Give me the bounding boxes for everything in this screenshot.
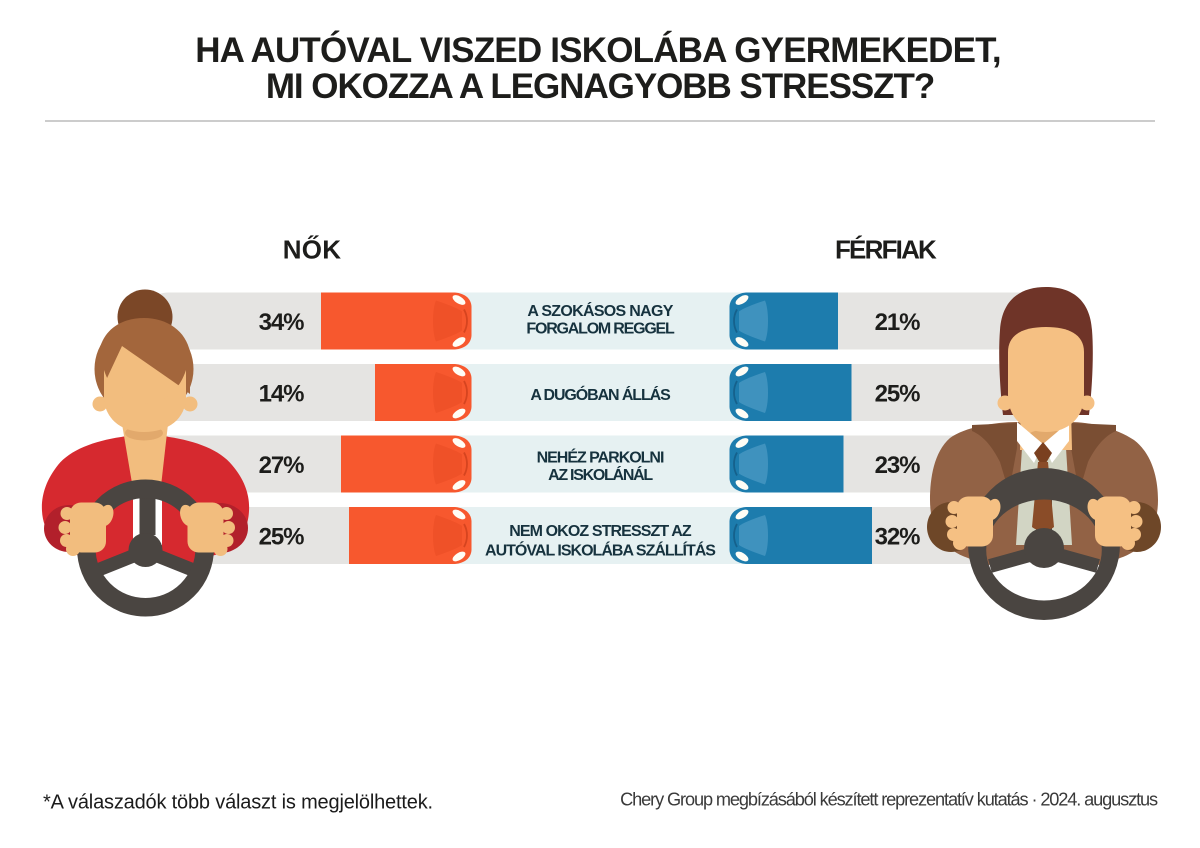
svg-text:23%: 23% [875,452,921,479]
svg-text:NEHÉZ PARKOLNI: NEHÉZ PARKOLNI [537,448,664,467]
svg-text:AZ ISKOLÁNÁL: AZ ISKOLÁNÁL [548,465,653,484]
svg-text:A DUGÓBAN ÁLLÁS: A DUGÓBAN ÁLLÁS [530,385,671,404]
svg-text:HA AUTÓVAL VISZED ISKOLÁBA GYE: HA AUTÓVAL VISZED ISKOLÁBA GYERMEKEDET, [195,30,1001,70]
svg-text:FÉRFIAK: FÉRFIAK [835,235,937,265]
svg-text:32%: 32% [875,523,921,550]
svg-text:NŐK: NŐK [283,235,341,265]
svg-text:25%: 25% [875,380,921,407]
svg-text:FORGALOM REGGEL: FORGALOM REGGEL [526,321,675,338]
svg-text:14%: 14% [259,380,305,407]
svg-text:21%: 21% [875,309,921,336]
svg-text:Chery Group megbízásából készí: Chery Group megbízásából készített repre… [620,790,1158,810]
svg-text:A SZOKÁSOS NAGY: A SZOKÁSOS NAGY [527,301,673,320]
svg-text:34%: 34% [259,309,305,336]
svg-text:25%: 25% [259,523,305,550]
svg-text:AUTÓVAL ISKOLÁBA SZÁLLÍTÁS: AUTÓVAL ISKOLÁBA SZÁLLÍTÁS [485,541,716,560]
svg-text:27%: 27% [259,452,305,479]
svg-text:MI OKOZZA A LEGNAGYOBB STRESSZ: MI OKOZZA A LEGNAGYOBB STRESSZT? [266,67,934,106]
svg-text:NEM OKOZ STRESSZT AZ: NEM OKOZ STRESSZT AZ [509,523,692,540]
svg-text:*A válaszadók több választ is: *A válaszadók több választ is megjelölhe… [43,792,433,814]
